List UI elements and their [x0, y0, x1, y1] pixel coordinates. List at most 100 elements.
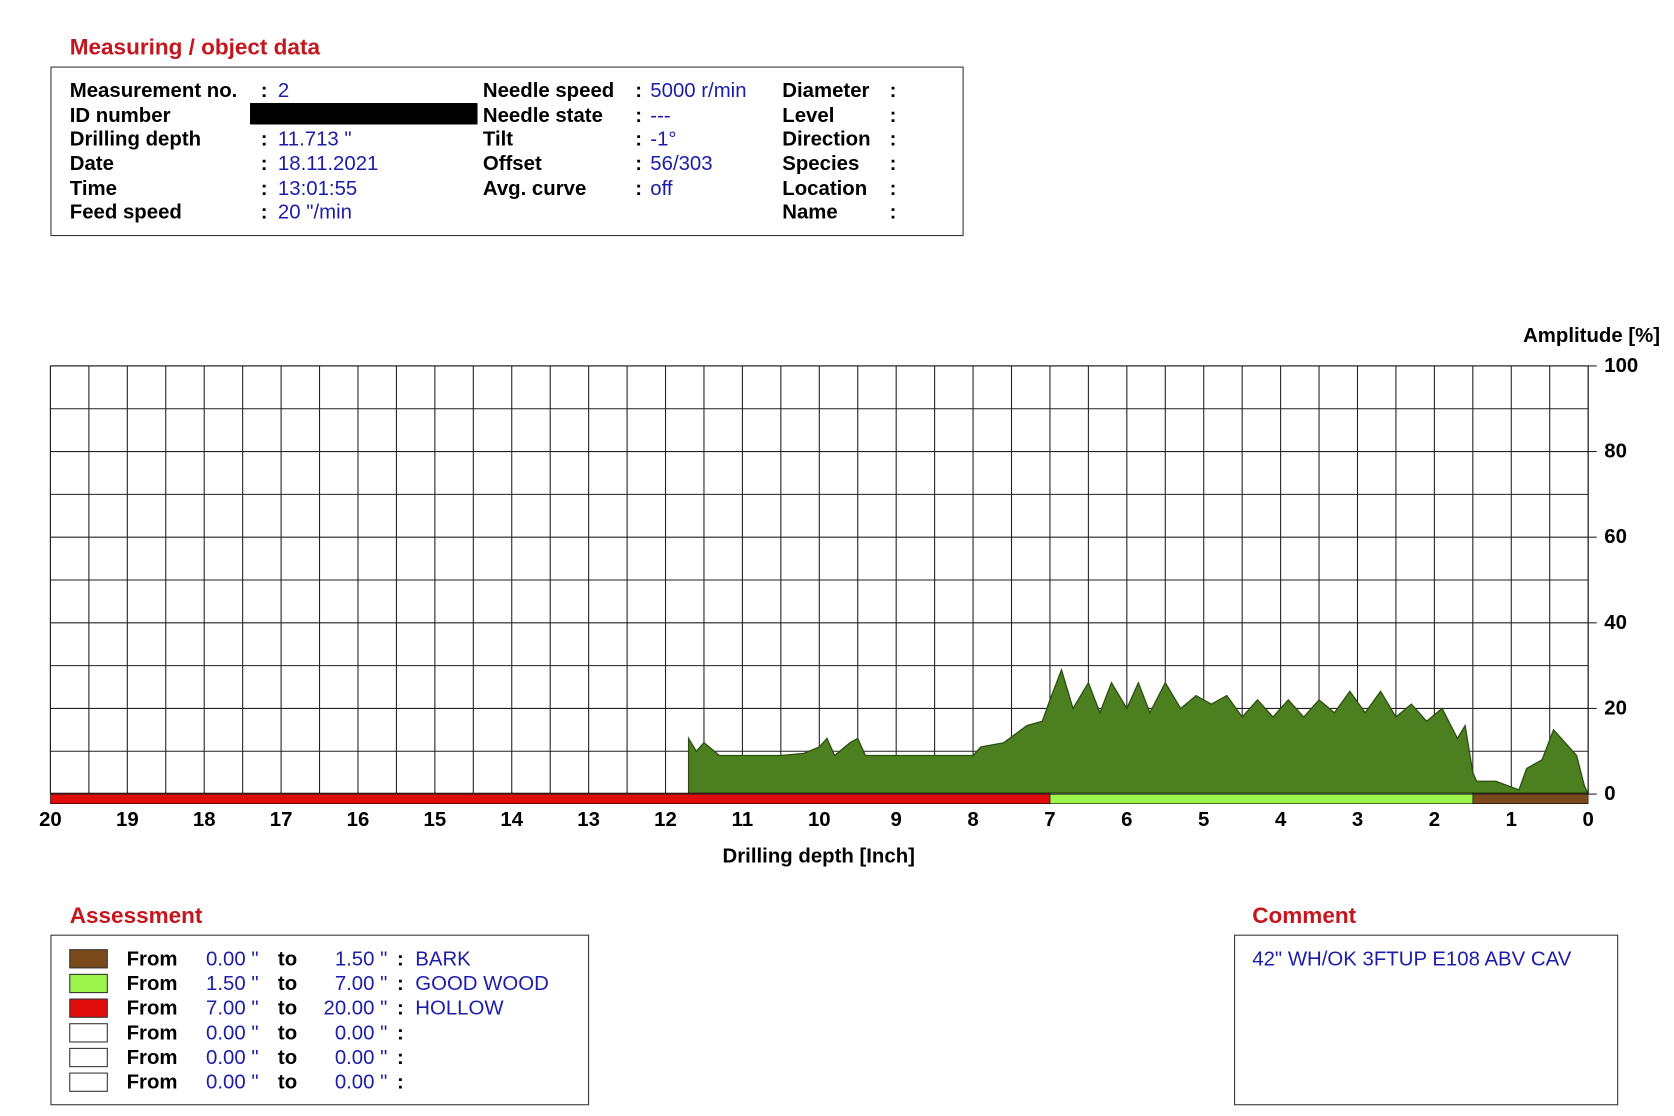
field-label: Name: [782, 201, 838, 223]
y-tick-label: 100: [1604, 355, 1638, 377]
to-value: 1.50 ": [335, 948, 388, 970]
y-tick-label: 0: [1604, 783, 1615, 805]
to-word: to: [278, 998, 297, 1020]
x-tick-label: 2: [1429, 809, 1440, 831]
to-word: to: [278, 1022, 297, 1044]
field-value: 18.11.2021: [278, 153, 378, 175]
x-tick-label: 0: [1582, 809, 1593, 831]
x-tick-label: 10: [808, 809, 831, 831]
to-value: 20.00 ": [323, 998, 387, 1020]
x-tick-label: 13: [577, 809, 600, 831]
object-data-box: [50, 66, 964, 237]
y-tick-label: 60: [1604, 526, 1627, 548]
field-separator: :: [890, 80, 897, 102]
field-value: 2: [278, 80, 289, 102]
field-label: Needle speed: [483, 80, 614, 102]
x-tick-label: 17: [270, 809, 293, 831]
object-data-title: Measuring / object data: [70, 35, 321, 60]
field-value: off: [650, 178, 673, 200]
from-value: 0.00 ": [206, 1072, 259, 1094]
field-value: 11.713 ": [278, 129, 352, 151]
row-separator: :: [397, 998, 404, 1020]
x-tick-label: 6: [1121, 809, 1132, 831]
x-tick-label: 11: [732, 809, 754, 831]
row-separator: :: [397, 1072, 404, 1094]
field-label: Date: [70, 153, 114, 175]
field-label: Offset: [483, 153, 542, 175]
to-word: to: [278, 973, 297, 995]
field-separator: :: [635, 153, 642, 175]
from-word: From: [127, 1047, 178, 1069]
assessment-box: [50, 934, 590, 1106]
field-label: Level: [782, 105, 834, 127]
row-separator: :: [397, 1047, 404, 1069]
from-word: From: [127, 998, 178, 1020]
assessment-label: BARK: [415, 948, 471, 970]
content: Measurement no.: 2 ID number: Drilling dept…: [39, 80, 1660, 1094]
from-value: 7.00 ": [206, 998, 259, 1020]
legend-swatch: [69, 1047, 108, 1068]
to-value: 0.00 ": [335, 1072, 388, 1094]
x-tick-label: 8: [967, 809, 978, 831]
field-separator: :: [261, 201, 268, 223]
x-tick-label: 15: [424, 809, 447, 831]
x-tick-label: 18: [193, 809, 216, 831]
legend-swatch: [69, 1023, 108, 1043]
field-separator: :: [890, 178, 897, 200]
row-separator: :: [397, 1022, 404, 1044]
field-label: ID number: [70, 105, 171, 127]
field-label: Measurement no.: [70, 80, 238, 102]
field-separator: :: [635, 80, 642, 102]
field-separator: :: [890, 105, 897, 127]
redaction: [250, 103, 478, 125]
assessment-title: Assessment: [70, 903, 203, 928]
from-value: 0.00 ": [206, 1047, 259, 1069]
assessment-strip: [50, 792, 1051, 805]
row-separator: :: [397, 948, 404, 970]
plot-border: [49, 365, 1589, 795]
x-tick-label: 12: [654, 809, 677, 831]
amplitude-area: [687, 667, 1590, 795]
x-tick-label: 20: [39, 809, 62, 831]
comment-title: Comment: [1252, 903, 1356, 928]
field-label: Diameter: [782, 80, 869, 102]
row-separator: :: [397, 973, 404, 995]
to-value: 7.00 ": [335, 973, 388, 995]
assessment-label: HOLLOW: [415, 998, 504, 1020]
field-separator: :: [635, 178, 642, 200]
from-word: From: [127, 1072, 178, 1094]
x-tick-label: 19: [116, 809, 139, 831]
field-separator: :: [261, 178, 268, 200]
field-value: ---: [650, 105, 670, 127]
field-separator: :: [635, 105, 642, 127]
x-tick-label: 7: [1044, 809, 1055, 831]
field-separator: :: [261, 153, 268, 175]
y-tick-label: 80: [1604, 441, 1627, 463]
field-label: Species: [782, 153, 859, 175]
field-label: Tilt: [483, 129, 513, 151]
legend-swatch: [69, 1072, 108, 1092]
legend-swatch: [69, 949, 108, 969]
field-label: Location: [782, 178, 867, 200]
x-tick-label: 4: [1275, 809, 1287, 831]
comment-box: [1234, 934, 1619, 1106]
x-axis-title: Drilling depth [Inch]: [723, 845, 915, 867]
field-value: -1°: [650, 129, 676, 151]
to-value: 0.00 ": [335, 1047, 388, 1069]
from-word: From: [127, 1022, 178, 1044]
field-value: 56/303: [650, 153, 712, 175]
comment-text: 42" WH/OK 3FTUP E108 ABV CAV: [1252, 948, 1571, 970]
x-tick-label: 3: [1352, 809, 1363, 831]
x-tick-label: 14: [500, 809, 523, 831]
field-separator: :: [635, 129, 642, 151]
to-word: to: [278, 1072, 297, 1094]
from-value: 1.50 ": [206, 973, 259, 995]
to-word: to: [278, 948, 297, 970]
legend-swatch: [69, 998, 108, 1018]
assessment-label: GOOD WOOD: [415, 973, 549, 995]
from-value: 0.00 ": [206, 1022, 259, 1044]
field-separator: :: [261, 129, 268, 151]
field-label: Needle state: [483, 105, 603, 127]
